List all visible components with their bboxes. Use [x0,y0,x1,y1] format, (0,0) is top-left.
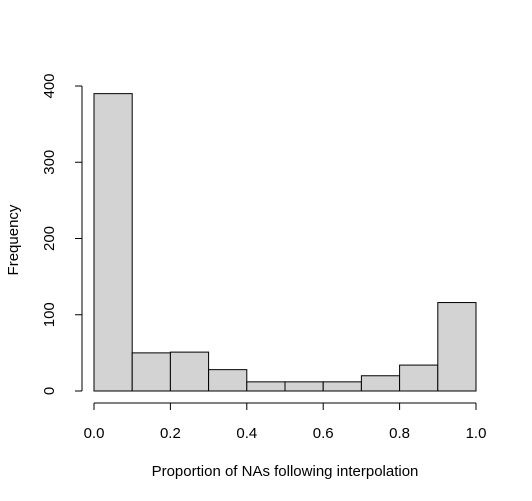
histogram-bar-6 [322,381,362,392]
histogram-bar-2 [169,351,210,392]
y-tick-label-2: 200 [41,226,58,251]
histogram-bar-4 [246,381,286,392]
y-tick-label-0: 0 [41,387,58,395]
x-tick-label-3: 0.6 [313,425,334,442]
y-tick-label-3: 300 [41,150,58,175]
x-tick-label-4: 0.8 [389,425,410,442]
histogram-bar-0 [93,93,133,392]
y-tick-label-4: 400 [41,73,58,98]
x-tick-label-2: 0.4 [236,425,257,442]
x-tick-label-5: 1.0 [466,425,487,442]
x-axis-ticks: 0.0 0.2 0.4 0.6 0.8 1.0 [84,403,487,442]
y-axis-ticks: 0 100 200 300 400 [41,73,82,395]
histogram-bar-1 [131,352,171,392]
y-tick-label-1: 100 [41,302,58,327]
histogram-bar-5 [284,381,324,392]
x-tick-label-0: 0.0 [84,425,105,442]
x-tick-label-1: 0.2 [160,425,181,442]
histogram-bar-8 [399,364,439,392]
histogram-bar-7 [360,375,401,392]
histogram-bar-9 [437,302,477,392]
y-axis-title: Frequency [5,204,22,275]
histogram-bar-3 [208,369,248,392]
histogram-bars [93,93,477,392]
x-axis-title: Proportion of NAs following interpolatio… [152,463,419,480]
